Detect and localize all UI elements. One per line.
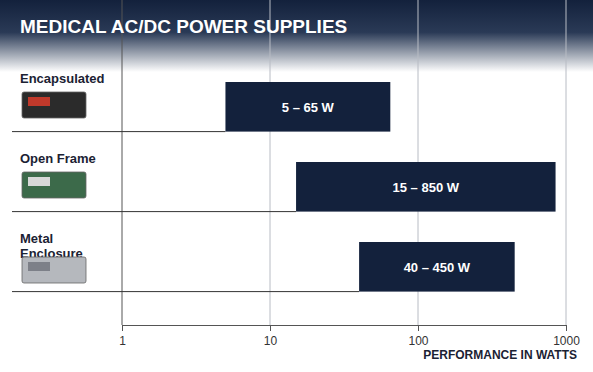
tick-mark <box>122 325 123 331</box>
title: MEDICAL AC/DC POWER SUPPLIES <box>20 16 347 37</box>
tick-mark <box>418 325 419 331</box>
data-label: 40 – 450 W <box>404 260 471 275</box>
grid-line <box>122 0 123 325</box>
grid-line <box>270 0 271 325</box>
x-axis-line <box>123 326 567 332</box>
data-label: 15 – 850 W <box>393 180 460 195</box>
x-axis: 1 10 100 1000 <box>119 325 580 348</box>
range-bar <box>359 242 515 292</box>
row-separator <box>12 131 225 132</box>
product-icon <box>22 172 86 198</box>
icon-detail <box>28 262 50 271</box>
icon-detail <box>28 177 50 186</box>
data-labels: 5 – 65 W 15 – 850 W 40 – 450 W <box>282 100 471 275</box>
x-tick: 1 <box>119 325 126 348</box>
x-axis-title: PERFORMANCE IN WATTS <box>423 348 577 362</box>
tick-label: 100 <box>408 334 428 348</box>
tick-label: 10 <box>264 334 278 348</box>
icon-detail <box>28 97 50 106</box>
category-label: Open Frame <box>20 151 96 166</box>
grid <box>122 0 566 325</box>
bars <box>225 82 555 292</box>
x-tick: 10 <box>264 325 278 348</box>
chart: MEDICAL AC/DC POWER SUPPLIES Encapsulated… <box>0 0 593 372</box>
tick-label: 1 <box>119 334 126 348</box>
tick-label: 1000 <box>553 334 580 348</box>
tick-mark <box>270 325 271 331</box>
tick-mark <box>566 325 567 331</box>
category-label: Metal Enclosure <box>20 231 83 261</box>
x-tick: 100 <box>408 325 428 348</box>
icon-body <box>22 172 86 198</box>
title-banner <box>0 0 593 72</box>
data-label: 5 – 65 W <box>282 100 335 115</box>
row-separator <box>12 291 359 292</box>
x-tick: 1000 <box>553 325 580 348</box>
icon-body <box>22 92 86 118</box>
grid-line <box>566 0 567 325</box>
icon-body <box>22 257 86 283</box>
range-bar <box>296 162 555 212</box>
row-separator <box>12 211 296 212</box>
range-bar <box>225 82 390 132</box>
category-label: Encapsulated <box>20 71 105 86</box>
product-icon <box>22 257 86 283</box>
product-icon <box>22 92 86 118</box>
